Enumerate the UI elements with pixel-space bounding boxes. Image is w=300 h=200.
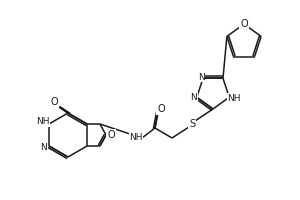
Text: NH: NH: [129, 134, 143, 142]
Text: O: O: [240, 19, 248, 29]
Text: N: N: [40, 142, 47, 152]
Text: S: S: [189, 119, 195, 129]
Text: O: O: [157, 104, 165, 114]
Text: N: N: [190, 93, 197, 102]
Text: O: O: [107, 130, 115, 140]
Text: NH: NH: [227, 94, 241, 103]
Text: NH: NH: [36, 117, 50, 127]
Text: O: O: [50, 97, 58, 107]
Text: N: N: [198, 73, 204, 82]
